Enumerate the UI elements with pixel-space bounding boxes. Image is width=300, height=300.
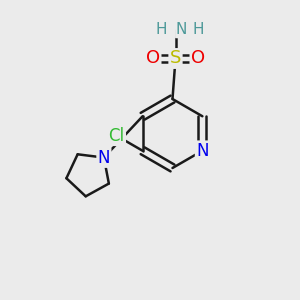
Text: H: H (155, 22, 167, 37)
Text: H: H (192, 22, 204, 38)
Text: N: N (196, 142, 208, 160)
Text: S: S (170, 50, 181, 68)
Text: O: O (191, 50, 205, 68)
Text: N: N (176, 22, 187, 38)
Text: N: N (98, 148, 110, 166)
Text: O: O (146, 50, 160, 68)
Text: Cl: Cl (109, 127, 125, 145)
